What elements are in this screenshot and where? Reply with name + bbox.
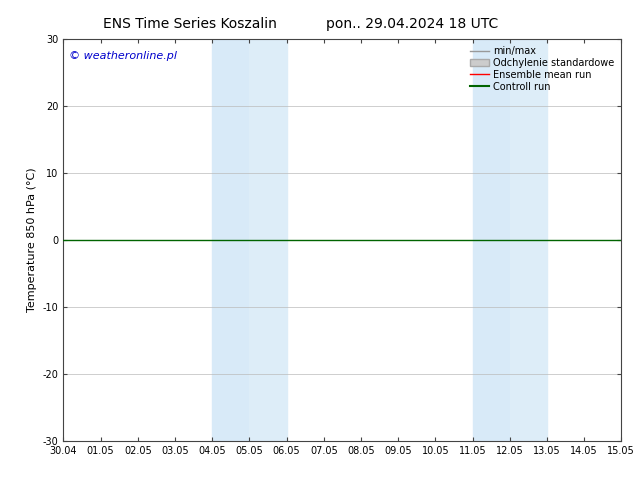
Bar: [472, 39, 510, 441]
Bar: [510, 39, 547, 441]
Text: © weatheronline.pl: © weatheronline.pl: [69, 51, 177, 61]
Bar: [212, 39, 249, 441]
Legend: min/max, Odchylenie standardowe, Ensemble mean run, Controll run: min/max, Odchylenie standardowe, Ensembl…: [468, 44, 616, 94]
Text: ENS Time Series Koszalin: ENS Time Series Koszalin: [103, 17, 277, 31]
Y-axis label: Temperature 850 hPa (°C): Temperature 850 hPa (°C): [27, 168, 37, 313]
Bar: [249, 39, 287, 441]
Text: pon.. 29.04.2024 18 UTC: pon.. 29.04.2024 18 UTC: [326, 17, 498, 31]
